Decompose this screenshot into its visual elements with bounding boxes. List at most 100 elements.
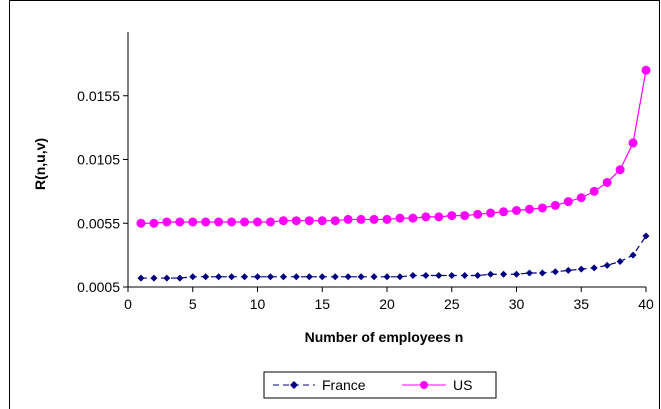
data-point-france: [266, 273, 274, 281]
data-point-france: [344, 273, 352, 281]
data-point-us: [460, 211, 470, 221]
chart-axes: 0.0005 0.0055 0.0105 0.0155 0 5 10 15 20 25 30 35 40: [77, 32, 654, 312]
data-point-france: [396, 273, 404, 281]
data-point-france: [642, 232, 650, 240]
series-line-france: [140, 235, 647, 279]
data-point-france: [370, 273, 378, 281]
data-point-us: [615, 165, 625, 175]
data-point-france: [357, 273, 365, 281]
data-point-us: [486, 208, 496, 218]
legend-item-france: France: [273, 377, 366, 393]
data-point-us: [253, 217, 262, 227]
x-tick-label: 10: [250, 296, 266, 312]
legend-item-us: US: [402, 377, 472, 393]
data-point-us: [240, 217, 250, 227]
data-point-france: [331, 273, 339, 281]
series-france: [137, 232, 650, 282]
data-point-us: [304, 216, 314, 226]
data-point-france: [513, 270, 520, 278]
data-point-france: [461, 272, 469, 280]
x-tick-label: 0: [124, 296, 132, 312]
data-point-us: [291, 216, 301, 226]
data-point-us: [499, 207, 509, 217]
data-point-us: [382, 214, 392, 224]
series-us: [136, 65, 651, 228]
data-point-us: [524, 204, 534, 214]
data-point-us: [421, 212, 431, 222]
chart-legend: France US: [263, 371, 497, 399]
legend-france-label: France: [322, 377, 366, 393]
data-point-us: [369, 214, 379, 224]
y-axis-title: R(n,u,v): [32, 138, 48, 190]
data-point-us: [537, 203, 547, 213]
data-point-us: [512, 206, 521, 215]
data-point-france: [202, 273, 210, 281]
x-tick-label: 5: [189, 296, 197, 312]
data-point-france: [616, 258, 624, 265]
data-point-us: [278, 216, 288, 226]
data-point-us: [265, 217, 275, 227]
data-point-us: [214, 217, 224, 227]
data-point-france: [538, 269, 546, 277]
data-point-us: [641, 65, 651, 75]
chart-series-layer: [136, 65, 651, 282]
x-tick-label: 30: [509, 296, 525, 312]
data-point-us: [576, 193, 586, 203]
data-point-us: [589, 186, 599, 196]
data-point-us: [356, 214, 366, 224]
data-point-france: [279, 273, 287, 281]
data-point-us: [227, 217, 237, 227]
data-point-france: [474, 272, 482, 280]
x-tick-label: 25: [444, 296, 460, 312]
data-point-france: [163, 274, 171, 282]
x-tick-label: 15: [314, 296, 330, 312]
data-point-us: [317, 216, 327, 226]
data-point-france: [137, 274, 145, 282]
y-tick-label: 0.0155: [77, 88, 120, 104]
data-point-france: [577, 265, 585, 273]
data-point-france: [603, 261, 611, 269]
data-point-france: [305, 273, 313, 281]
data-point-us: [162, 217, 172, 227]
data-point-france: [189, 273, 197, 281]
data-point-us: [434, 212, 444, 222]
data-point-france: [228, 273, 236, 281]
data-point-us: [136, 218, 146, 228]
x-axis-title: Number of employees n: [305, 329, 464, 345]
data-point-us: [343, 214, 353, 224]
y-tick-label: 0.0105: [77, 152, 120, 168]
x-tick-label: 40: [638, 296, 654, 312]
data-point-france: [318, 273, 326, 281]
data-point-us: [201, 217, 211, 227]
data-point-us: [550, 200, 560, 210]
data-point-us: [149, 218, 159, 228]
data-point-france: [590, 264, 598, 272]
data-point-france: [176, 274, 184, 282]
data-point-us: [408, 213, 418, 223]
data-point-france: [487, 270, 495, 278]
data-point-france: [500, 270, 508, 278]
data-point-us: [602, 177, 612, 187]
data-point-us: [330, 216, 340, 226]
data-point-us: [628, 138, 638, 148]
data-point-france: [241, 273, 249, 281]
series-line-us: [140, 70, 647, 224]
data-point-france: [150, 274, 158, 282]
chart-frame: [9, 0, 660, 409]
data-point-us: [188, 217, 198, 227]
legend-box: [263, 371, 497, 399]
data-point-us: [175, 217, 185, 227]
data-point-france: [422, 272, 430, 280]
data-point-france: [629, 251, 637, 259]
data-point-france: [409, 272, 417, 280]
data-point-france: [435, 272, 443, 280]
data-point-france: [564, 266, 572, 274]
data-point-us: [473, 209, 483, 219]
data-point-france: [292, 273, 300, 281]
y-tick-label: 0.0005: [77, 279, 120, 295]
y-tick-label: 0.0055: [77, 215, 120, 231]
data-point-us: [395, 213, 405, 223]
data-point-us: [447, 211, 457, 221]
legend-us-label: US: [453, 377, 472, 393]
